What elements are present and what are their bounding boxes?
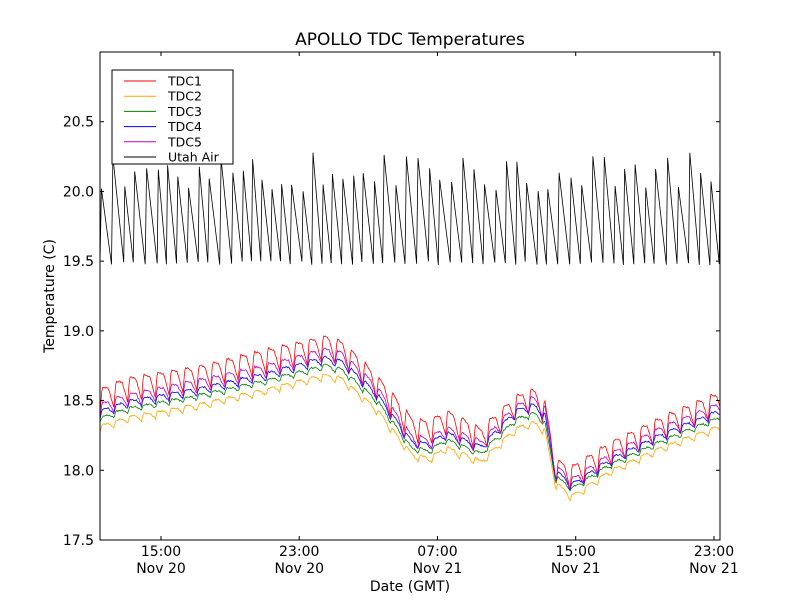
legend-label: TDC4 <box>167 119 202 134</box>
y-tick-label: 19.0 <box>63 324 94 340</box>
x-tick-label-date: Nov 20 <box>136 561 186 577</box>
x-axis-label: Date (GMT) <box>370 579 450 595</box>
plot-area <box>99 152 721 502</box>
series-line-utah-air <box>99 152 721 266</box>
x-tick-label-date: Nov 21 <box>689 561 739 577</box>
y-axis: 17.5 18.0 18.5 19.0 19.5 20.0 20.5 <box>63 115 720 549</box>
series-line-tdc4 <box>99 355 720 492</box>
x-tick-label-time: 15:00 <box>556 544 596 560</box>
chart-title: APOLLO TDC Temperatures <box>295 30 525 50</box>
x-tick-label-time: 07:00 <box>417 544 457 560</box>
y-tick-label: 17.5 <box>63 533 94 549</box>
legend-label: TDC3 <box>167 104 202 119</box>
legend-label: TDC5 <box>167 134 202 149</box>
axes-frame <box>99 51 721 541</box>
legend-box <box>111 69 234 165</box>
x-tick-label-time: 15:00 <box>141 544 181 560</box>
series-line-tdc1 <box>99 335 720 490</box>
y-tick-label: 18.5 <box>63 394 94 410</box>
y-tick-label: 20.5 <box>63 115 94 131</box>
series-line-tdc5 <box>99 347 720 490</box>
legend-label: TDC1 <box>167 74 202 89</box>
series-line-tdc3 <box>99 363 720 492</box>
legend-label: Utah Air <box>168 150 220 165</box>
x-tick-label-date: Nov 20 <box>274 561 324 577</box>
x-tick-label-time: 23:00 <box>694 544 734 560</box>
y-tick-label: 18.0 <box>63 463 94 479</box>
y-tick-label: 20.0 <box>63 184 94 200</box>
series-line-tdc2 <box>99 373 720 502</box>
x-tick-label-date: Nov 21 <box>413 561 463 577</box>
y-axis-label: Temperature (C) <box>42 239 58 354</box>
y-tick-label: 19.5 <box>63 254 94 270</box>
x-tick-label-date: Nov 21 <box>551 561 601 577</box>
x-tick-label-time: 23:00 <box>279 544 319 560</box>
legend-label: TDC2 <box>167 89 202 104</box>
